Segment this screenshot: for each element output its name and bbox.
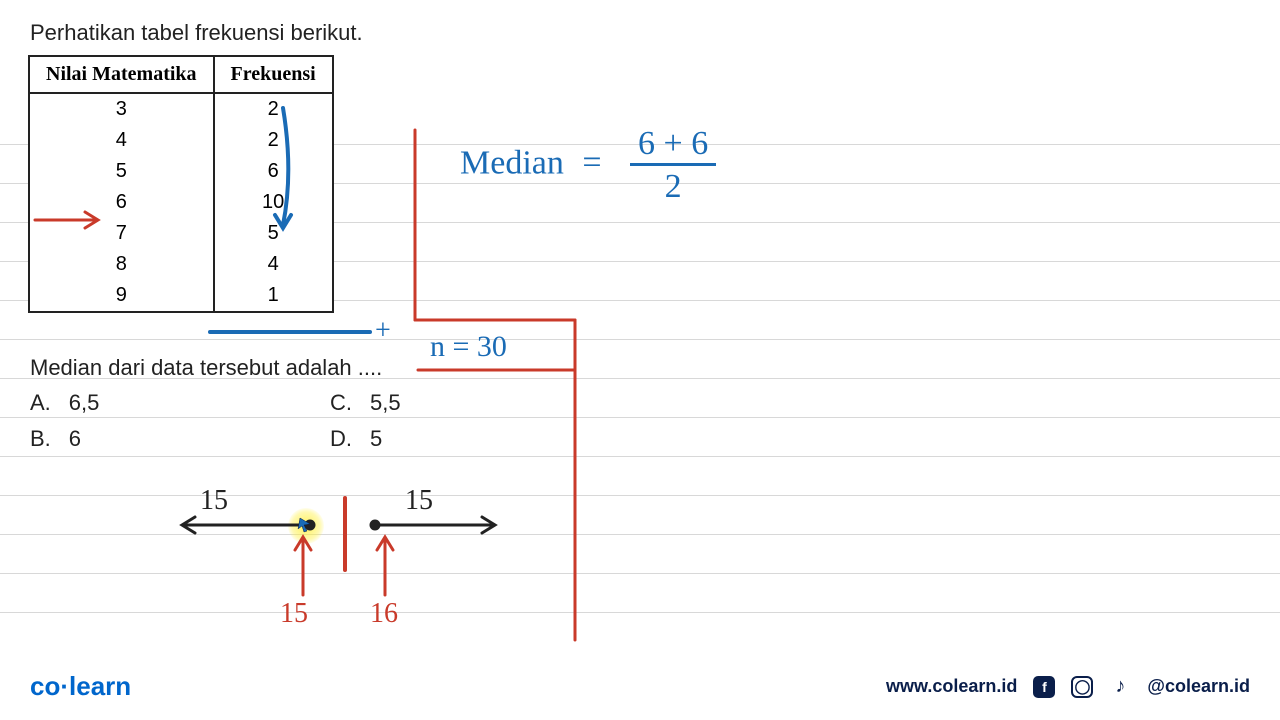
question-text: Median dari data tersebut adalah .... <box>30 355 382 381</box>
option-label-b: B. <box>30 426 51 452</box>
table-cell: 4 <box>214 249 333 280</box>
option-a: 6,5 <box>69 390 100 416</box>
right-15-label: 15 <box>405 485 433 517</box>
table-cell: 1 <box>214 280 333 312</box>
table-cell: 4 <box>29 125 214 156</box>
brand-co: co <box>30 671 60 701</box>
table-cell: 3 <box>29 93 214 125</box>
option-d: 5 <box>370 426 382 452</box>
bottom-16-label: 16 <box>370 598 398 630</box>
option-b: 6 <box>69 426 81 452</box>
table-header-nilai: Nilai Matematika <box>29 56 214 93</box>
footer-url: www.colearn.id <box>886 676 1017 697</box>
table-cell: 6 <box>29 187 214 218</box>
red-up-arrow-15 <box>295 537 311 595</box>
problem-title: Perhatikan tabel frekuensi berikut. <box>30 20 363 46</box>
frequency-table: Nilai Matematika Frekuensi 32 42 56 610 … <box>28 55 334 313</box>
table-header-frekuensi: Frekuensi <box>214 56 333 93</box>
tiktok-icon: ♪ <box>1109 676 1131 698</box>
bottom-15-label: 15 <box>280 598 308 630</box>
footer: co·learn www.colearn.id f ◯ ♪ @colearn.i… <box>30 671 1250 702</box>
option-label-d: D. <box>330 426 352 452</box>
brand-dot: · <box>60 671 69 701</box>
brand-learn: learn <box>69 671 131 701</box>
instagram-icon: ◯ <box>1071 676 1093 698</box>
red-up-arrow-16 <box>377 537 393 595</box>
footer-handle: @colearn.id <box>1147 676 1250 697</box>
fraction-numerator: 6 + 6 <box>630 125 716 166</box>
median-equation: Median = 6 + 6 2 <box>460 125 716 206</box>
median-label: Median <box>460 144 564 181</box>
equals-sign: = <box>582 144 601 181</box>
option-label-c: C. <box>330 390 352 416</box>
median-fraction: 6 + 6 2 <box>630 125 716 206</box>
black-right-arrow <box>371 517 495 533</box>
table-cell: 5 <box>29 156 214 187</box>
n-equals-30: n = 30 <box>430 330 507 364</box>
answer-options: A. 6,5 C. 5,5 B. 6 D. 5 <box>30 390 510 462</box>
fraction-denominator: 2 <box>630 166 716 206</box>
red-guide-lines <box>415 130 575 640</box>
brand-logo: co·learn <box>30 671 131 702</box>
plus-annotation: + <box>375 315 391 347</box>
left-15-label: 15 <box>200 485 228 517</box>
facebook-icon: f <box>1033 676 1055 698</box>
table-cell: 2 <box>214 93 333 125</box>
table-cell: 7 <box>29 218 214 249</box>
table-cell: 2 <box>214 125 333 156</box>
table-cell: 9 <box>29 280 214 312</box>
option-label-a: A. <box>30 390 51 416</box>
table-cell: 6 <box>214 156 333 187</box>
option-c: 5,5 <box>370 390 401 416</box>
table-cell: 8 <box>29 249 214 280</box>
table-cell: 10 <box>214 187 333 218</box>
cursor-highlight <box>288 508 324 544</box>
table-cell: 5 <box>214 218 333 249</box>
